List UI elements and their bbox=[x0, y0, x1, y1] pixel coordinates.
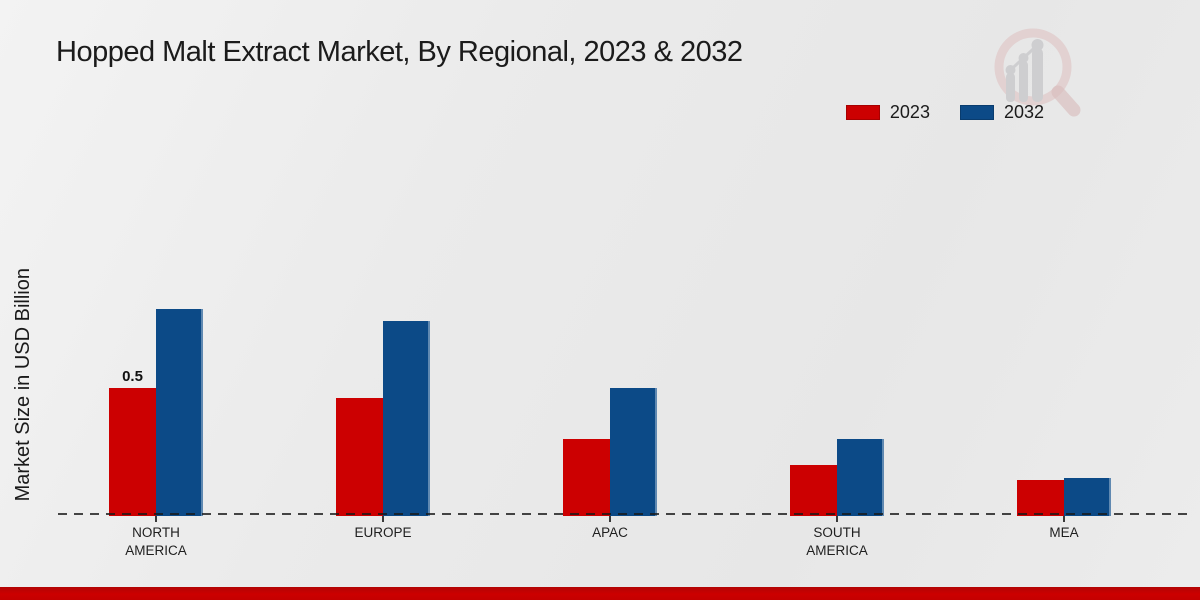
bar-2023-south-america bbox=[790, 465, 837, 516]
bar-2023-north-america bbox=[109, 388, 156, 516]
x-axis-label-north-america: NORTH AMERICA bbox=[125, 525, 187, 559]
legend-item-2032: 2032 bbox=[959, 102, 1044, 123]
x-axis-tick-apac bbox=[609, 516, 611, 522]
x-axis-tick-mea bbox=[1063, 516, 1065, 522]
bar-2023-apac bbox=[563, 439, 610, 516]
bar-value-label-2023-north-america: 0.5 bbox=[122, 368, 143, 385]
bar-2032-apac bbox=[610, 388, 657, 516]
x-axis-baseline bbox=[58, 513, 1190, 515]
legend: 2023 2032 bbox=[845, 102, 1044, 123]
legend-swatch-2023 bbox=[845, 105, 880, 120]
bar-2032-mea bbox=[1064, 478, 1111, 516]
bar-2023-mea bbox=[1017, 480, 1064, 516]
bar-2032-north-america bbox=[156, 309, 203, 516]
x-axis-tick-south-america bbox=[836, 516, 838, 522]
x-axis-tick-north-america bbox=[155, 516, 157, 522]
footer-accent-bar bbox=[0, 587, 1200, 600]
chart-title: Hopped Malt Extract Market, By Regional,… bbox=[56, 36, 743, 68]
x-axis-label-south-america: SOUTH AMERICA bbox=[806, 525, 868, 559]
legend-item-2023: 2023 bbox=[845, 102, 930, 123]
bar-2032-europe bbox=[383, 321, 430, 516]
market-research-watermark-logo bbox=[994, 28, 1081, 117]
x-axis-label-europe: EUROPE bbox=[354, 525, 412, 540]
legend-swatch-2032 bbox=[959, 105, 994, 120]
bar-2032-south-america bbox=[837, 439, 884, 516]
legend-label: 2032 bbox=[1003, 102, 1044, 122]
x-axis-tick-europe bbox=[382, 516, 384, 522]
x-axis-label-apac: APAC bbox=[592, 525, 628, 540]
legend-label: 2023 bbox=[889, 102, 930, 122]
bar-2023-europe bbox=[336, 398, 383, 516]
x-axis-label-mea: MEA bbox=[1049, 525, 1079, 540]
